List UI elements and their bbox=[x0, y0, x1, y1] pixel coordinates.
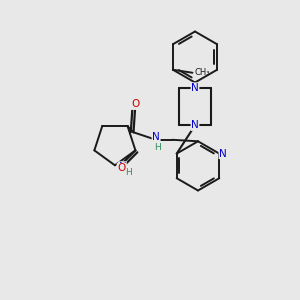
Text: N: N bbox=[152, 132, 160, 142]
Text: N: N bbox=[191, 120, 199, 130]
Text: CH₃: CH₃ bbox=[194, 68, 210, 77]
Text: N: N bbox=[191, 83, 199, 93]
Text: N: N bbox=[118, 162, 126, 172]
Text: N: N bbox=[219, 148, 227, 159]
Text: O: O bbox=[117, 164, 125, 173]
Text: H: H bbox=[154, 143, 161, 152]
Text: O: O bbox=[131, 99, 139, 110]
Text: H: H bbox=[125, 168, 132, 177]
